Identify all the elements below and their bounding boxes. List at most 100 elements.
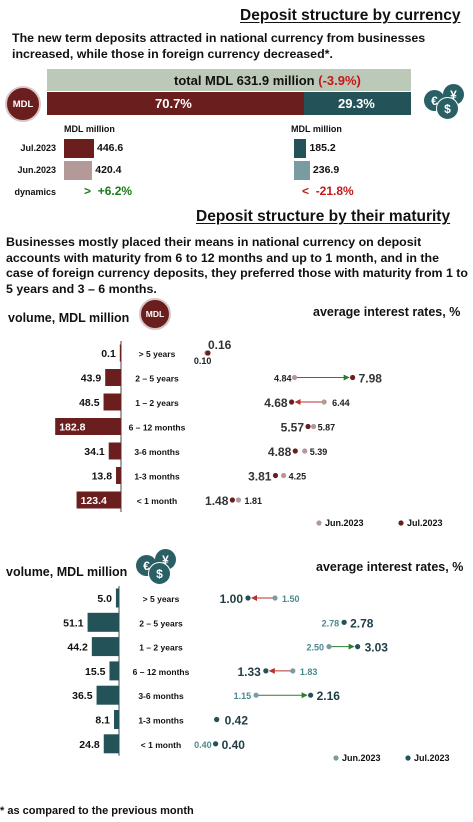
- mdl-volume-label: volume, MDL million: [8, 311, 130, 325]
- volume-value-label: 24.8: [79, 739, 100, 751]
- total-change: (-3.9%): [318, 73, 361, 88]
- maturity-category-label: > 5 years: [143, 594, 180, 604]
- legend-jun-label: Jun.2023: [342, 753, 381, 763]
- rate-label-jun: 1.50: [282, 594, 300, 604]
- volume-bar: [76, 491, 121, 509]
- legend-jun-marker: [333, 755, 339, 761]
- rate-label-jul: 2.16: [317, 689, 341, 703]
- fx-currency-icon: € ¥ $: [424, 84, 468, 120]
- down-arrow-icon: <: [302, 184, 310, 198]
- maturity-lead-text: Businesses mostly placed their means in …: [6, 235, 468, 296]
- fx-jul-value: 185.2: [309, 142, 336, 154]
- mdl-dynamics: > +6.2%: [84, 184, 132, 198]
- rate-point-jun: [321, 399, 327, 405]
- row-label-jun: Jun.2023: [17, 165, 56, 175]
- volume-bar: [55, 418, 121, 435]
- rate-point-jul: [205, 350, 211, 356]
- fx-share-bar: [304, 92, 411, 115]
- rate-point-jul: [305, 423, 311, 430]
- maturity-category-label: > 5 years: [139, 349, 176, 359]
- volume-value-label: 51.1: [63, 617, 84, 629]
- rate-label-jul: 1.00: [220, 592, 244, 606]
- rate-label-jun: 5.87: [318, 423, 336, 433]
- mdl-jun-bar: [64, 161, 93, 180]
- fx-jun-value: 236.9: [312, 164, 340, 176]
- rate-label-jun: 6.44: [332, 398, 350, 408]
- rate-point-jul: [213, 741, 219, 747]
- total-amount: total MDL 631.9 million: [174, 73, 315, 88]
- rate-point-jul: [272, 472, 279, 479]
- maturity-category-label: 2 – 5 years: [135, 374, 179, 384]
- rate-label-jul: 1.48: [205, 494, 229, 508]
- legend-jul-marker: [405, 755, 411, 761]
- mdl-rates-label: average interest rates, %: [313, 305, 461, 319]
- up-arrow-icon: >: [84, 184, 92, 198]
- fx-jul-bar: [294, 139, 307, 158]
- volume-bar: [116, 467, 121, 484]
- legend-jun-label: Jun.2023: [325, 518, 364, 528]
- volume-value-label: 48.5: [79, 397, 100, 409]
- rate-label-jul: 0.16: [208, 338, 232, 352]
- rate-label-jun: 2.50: [306, 643, 324, 653]
- rate-label-jun: 2.78: [322, 618, 340, 628]
- rate-point-jul: [288, 399, 295, 405]
- rate-point-jul: [341, 619, 347, 625]
- rate-point-jul: [292, 448, 298, 454]
- rate-label-jul: 0.42: [225, 714, 249, 728]
- mdl-share-bar: [47, 92, 305, 115]
- mdl-jul-bar: [64, 139, 94, 158]
- maturity-category-label: 6 – 12 months: [133, 667, 190, 677]
- rate-point-jun: [326, 644, 332, 650]
- fx-maturity-chart: 5.0 > 5 years 1.50 1.00 51.1 2 – 5 years 2.78 2…: [63, 586, 450, 763]
- mdl-share-label: 70.7%: [155, 96, 192, 111]
- footnote: * as compared to the previous month: [0, 805, 194, 817]
- maturity-category-label: < 1 month: [137, 496, 177, 506]
- legend-jul-label: Jul.2023: [407, 518, 443, 528]
- fx-currency-icon-small: € ¥ $: [136, 549, 180, 585]
- maturity-category-label: < 1 month: [141, 740, 181, 750]
- fx-share-label: 29.3%: [338, 96, 375, 111]
- rate-label-jun: 5.39: [310, 447, 328, 457]
- fx-dynamics-value: -21.8%: [315, 184, 354, 198]
- rate-label-jul: 1.33: [237, 665, 261, 679]
- maturity-category-label: 1 – 2 years: [139, 643, 183, 653]
- row-label-jul: Jul.2023: [20, 143, 56, 153]
- fx-volume-label: volume, MDL million: [6, 565, 128, 579]
- rate-point-jun: [310, 423, 317, 430]
- currency-lead-text: The new term deposits attracted in natio…: [12, 31, 426, 61]
- mdl-dynamics-value: +6.2%: [97, 184, 133, 198]
- rate-label-jun: 1.15: [234, 691, 252, 701]
- fx-rates-label: average interest rates, %: [316, 560, 464, 574]
- rate-point-jun: [235, 497, 242, 503]
- rate-label-jul: 7.98: [359, 372, 383, 386]
- volume-bar: [119, 344, 121, 362]
- mdl-unit-label: MDL million: [64, 124, 115, 134]
- maturity-category-label: 1 – 2 years: [135, 398, 179, 408]
- rate-label-jul: 3.81: [248, 470, 272, 484]
- volume-value-label: 123.4: [81, 495, 107, 507]
- maturity-category-label: 3-6 months: [134, 447, 180, 457]
- volume-bar: [115, 588, 119, 608]
- maturity-category-label: 6 – 12 months: [129, 423, 186, 433]
- rate-label-jun: 0.10: [194, 356, 212, 366]
- rate-point-jun: [253, 692, 259, 698]
- volume-value-label: 13.8: [92, 471, 113, 483]
- rate-label-jul: 5.57: [281, 421, 305, 435]
- volume-bar: [91, 637, 119, 657]
- mdl-jul-value: 446.6: [97, 142, 124, 154]
- volume-bar: [109, 661, 119, 681]
- mdl-badge: MDL: [5, 86, 41, 122]
- volume-bar: [103, 734, 119, 754]
- volume-bar: [103, 393, 121, 411]
- volume-value-label: 0.1: [101, 348, 116, 360]
- rate-point-jul: [350, 374, 356, 381]
- volume-value-label: 43.9: [81, 373, 102, 385]
- volume-value-label: 34.1: [84, 446, 105, 458]
- mdl-jun-value: 420.4: [95, 164, 122, 176]
- maturity-category-label: 2 – 5 years: [139, 618, 183, 628]
- rate-label-jul: 4.68: [264, 396, 288, 410]
- volume-value-label: 182.8: [59, 422, 85, 434]
- rate-point-jul: [214, 716, 220, 723]
- maturity-category-label: 1-3 months: [138, 716, 184, 726]
- rate-point-jul: [245, 595, 251, 601]
